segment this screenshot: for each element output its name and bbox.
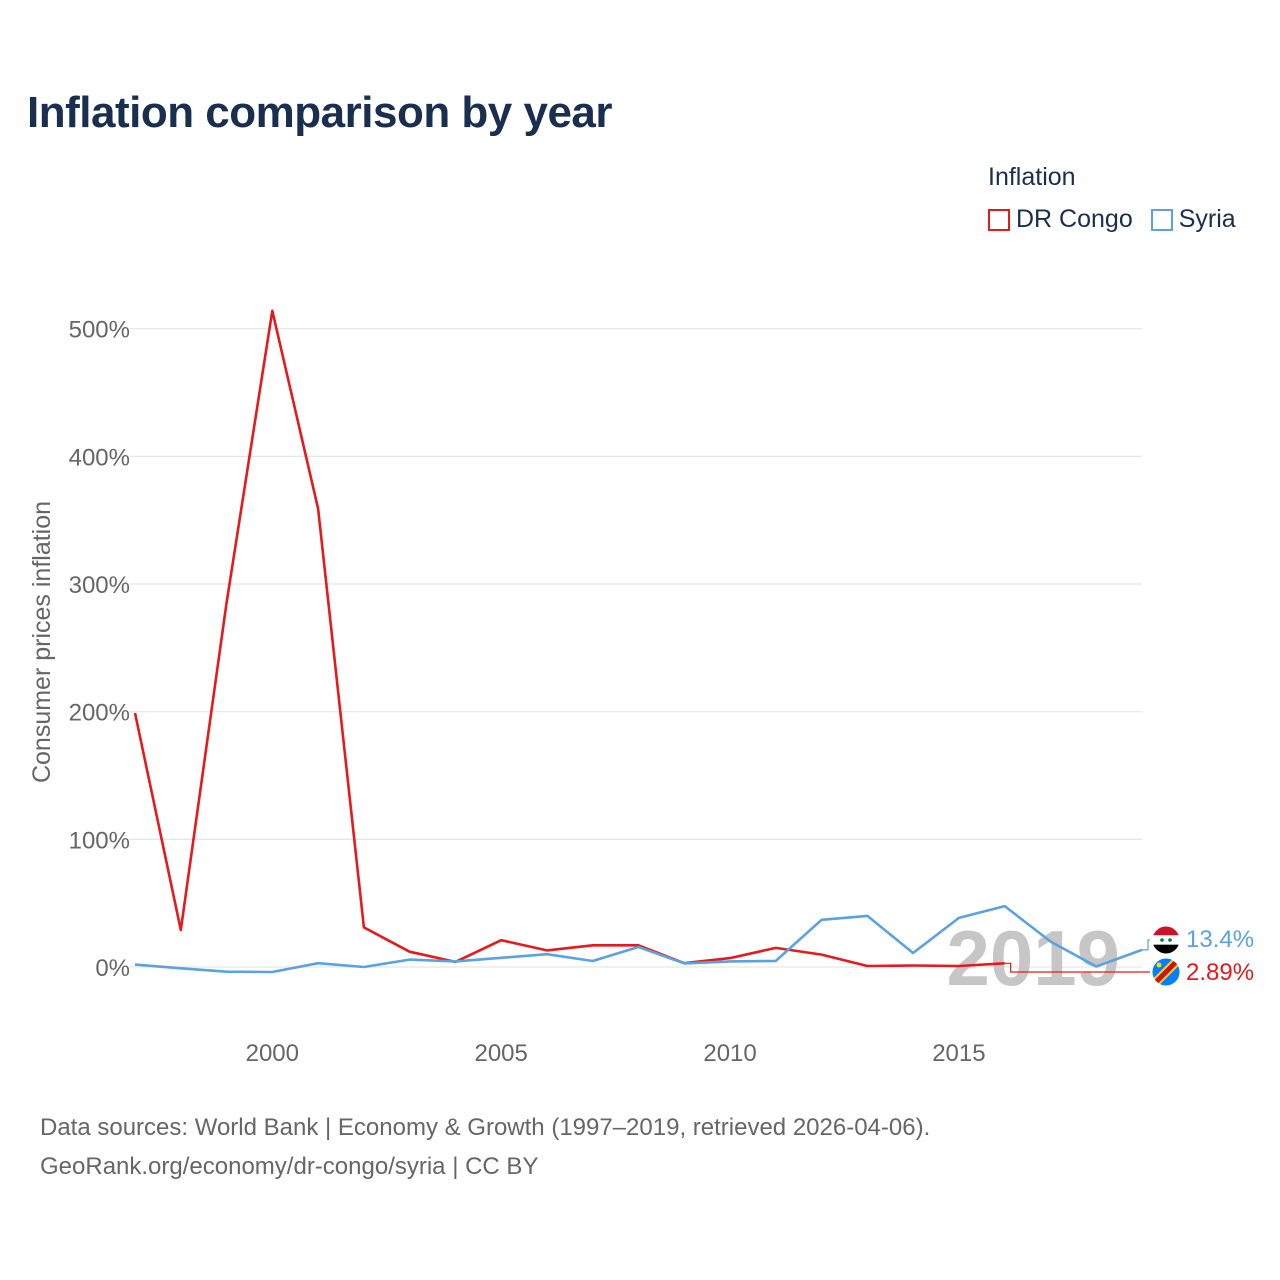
legend-swatch-syria: [1150, 208, 1173, 231]
legend: DR Congo Syria: [988, 205, 1254, 234]
legend-title: Inflation: [988, 163, 1076, 191]
footer-link-line[interactable]: GeoRank.org/economy/dr-congo/syria | CC …: [40, 1153, 539, 1180]
data-point-dr-congo[interactable]: [269, 308, 275, 314]
data-point-syria[interactable]: [178, 965, 184, 971]
data-point-syria[interactable]: [407, 957, 413, 963]
data-point-syria[interactable]: [681, 960, 687, 966]
end-labels: 2.89% 13.4%: [1004, 925, 1254, 987]
legend-item-dr-congo[interactable]: DR Congo: [988, 205, 1133, 234]
data-point-syria[interactable]: [1093, 963, 1099, 969]
data-point-dr-congo[interactable]: [178, 927, 184, 933]
x-tick-label: 2010: [703, 1040, 756, 1067]
data-point-syria[interactable]: [910, 950, 916, 956]
y-axis-ticks: 0% 100% 200% 300% 400% 500%: [69, 317, 130, 982]
data-point-dr-congo[interactable]: [864, 963, 870, 969]
data-point-syria[interactable]: [727, 958, 733, 964]
x-axis-ticks: 2000 2005 2010 2015: [246, 1040, 986, 1067]
y-tick-label: 400%: [69, 444, 130, 471]
legend-label-dr-congo: DR Congo: [1016, 205, 1133, 233]
dr-congo-flag-icon: [1151, 957, 1181, 987]
grid-lines: [130, 328, 1142, 968]
chart-title: Inflation comparison by year: [27, 88, 613, 137]
data-point-syria[interactable]: [1047, 938, 1053, 944]
data-point-syria[interactable]: [773, 958, 779, 964]
data-point-dr-congo[interactable]: [956, 963, 962, 969]
data-point-syria[interactable]: [315, 960, 321, 966]
data-source-footer: Data sources: World Bank | Economy & Gro…: [40, 1108, 930, 1186]
data-point-syria[interactable]: [590, 958, 596, 964]
data-point-syria[interactable]: [636, 944, 642, 950]
series-line-syria[interactable]: [134, 904, 1143, 974]
data-point-syria[interactable]: [498, 955, 504, 961]
data-point-dr-congo[interactable]: [819, 952, 825, 958]
data-point-syria[interactable]: [132, 962, 138, 968]
series-lines: [132, 308, 1143, 975]
end-leader-dr-congo: [1004, 962, 1150, 973]
y-tick-label: 0%: [95, 955, 130, 982]
data-point-dr-congo[interactable]: [315, 506, 321, 512]
x-tick-label: 2005: [474, 1040, 527, 1067]
legend-swatch-dr-congo: [988, 208, 1010, 231]
data-point-dr-congo[interactable]: [910, 962, 916, 968]
data-point-syria[interactable]: [864, 913, 870, 919]
data-point-syria[interactable]: [269, 969, 275, 975]
syria-flag-icon: [1151, 925, 1181, 955]
x-tick-label: 2015: [932, 1040, 985, 1067]
series-line-dr-congo[interactable]: [133, 309, 1005, 968]
end-leader-syria: [1142, 939, 1150, 951]
data-point-syria[interactable]: [956, 915, 962, 921]
legend-item-syria[interactable]: Syria: [1150, 205, 1236, 234]
data-point-dr-congo[interactable]: [590, 942, 596, 948]
y-tick-label: 500%: [69, 317, 130, 344]
data-point-syria[interactable]: [361, 964, 367, 970]
y-tick-label: 300%: [69, 572, 130, 599]
y-tick-label: 100%: [69, 827, 130, 854]
end-value-label-dr-congo: 2.89%: [1186, 959, 1254, 986]
data-point-dr-congo[interactable]: [132, 710, 138, 716]
x-tick-label: 2000: [246, 1040, 299, 1067]
legend-label-syria: Syria: [1178, 205, 1236, 233]
y-axis-label: Consumer prices inflation: [28, 501, 56, 783]
data-point-dr-congo[interactable]: [361, 924, 367, 930]
footer-source-line: Data sources: World Bank | Economy & Gro…: [40, 1114, 931, 1141]
data-point-dr-congo[interactable]: [773, 945, 779, 951]
data-point-syria[interactable]: [452, 958, 458, 964]
end-value-label-syria: 13.4%: [1186, 926, 1254, 953]
data-point-syria[interactable]: [224, 969, 230, 975]
data-point-dr-congo[interactable]: [224, 600, 230, 606]
data-point-dr-congo[interactable]: [407, 949, 413, 955]
data-point-syria[interactable]: [1002, 903, 1008, 909]
y-tick-label: 200%: [69, 700, 130, 727]
data-point-syria[interactable]: [819, 917, 825, 923]
data-point-syria[interactable]: [544, 951, 550, 957]
data-point-dr-congo[interactable]: [498, 937, 504, 943]
